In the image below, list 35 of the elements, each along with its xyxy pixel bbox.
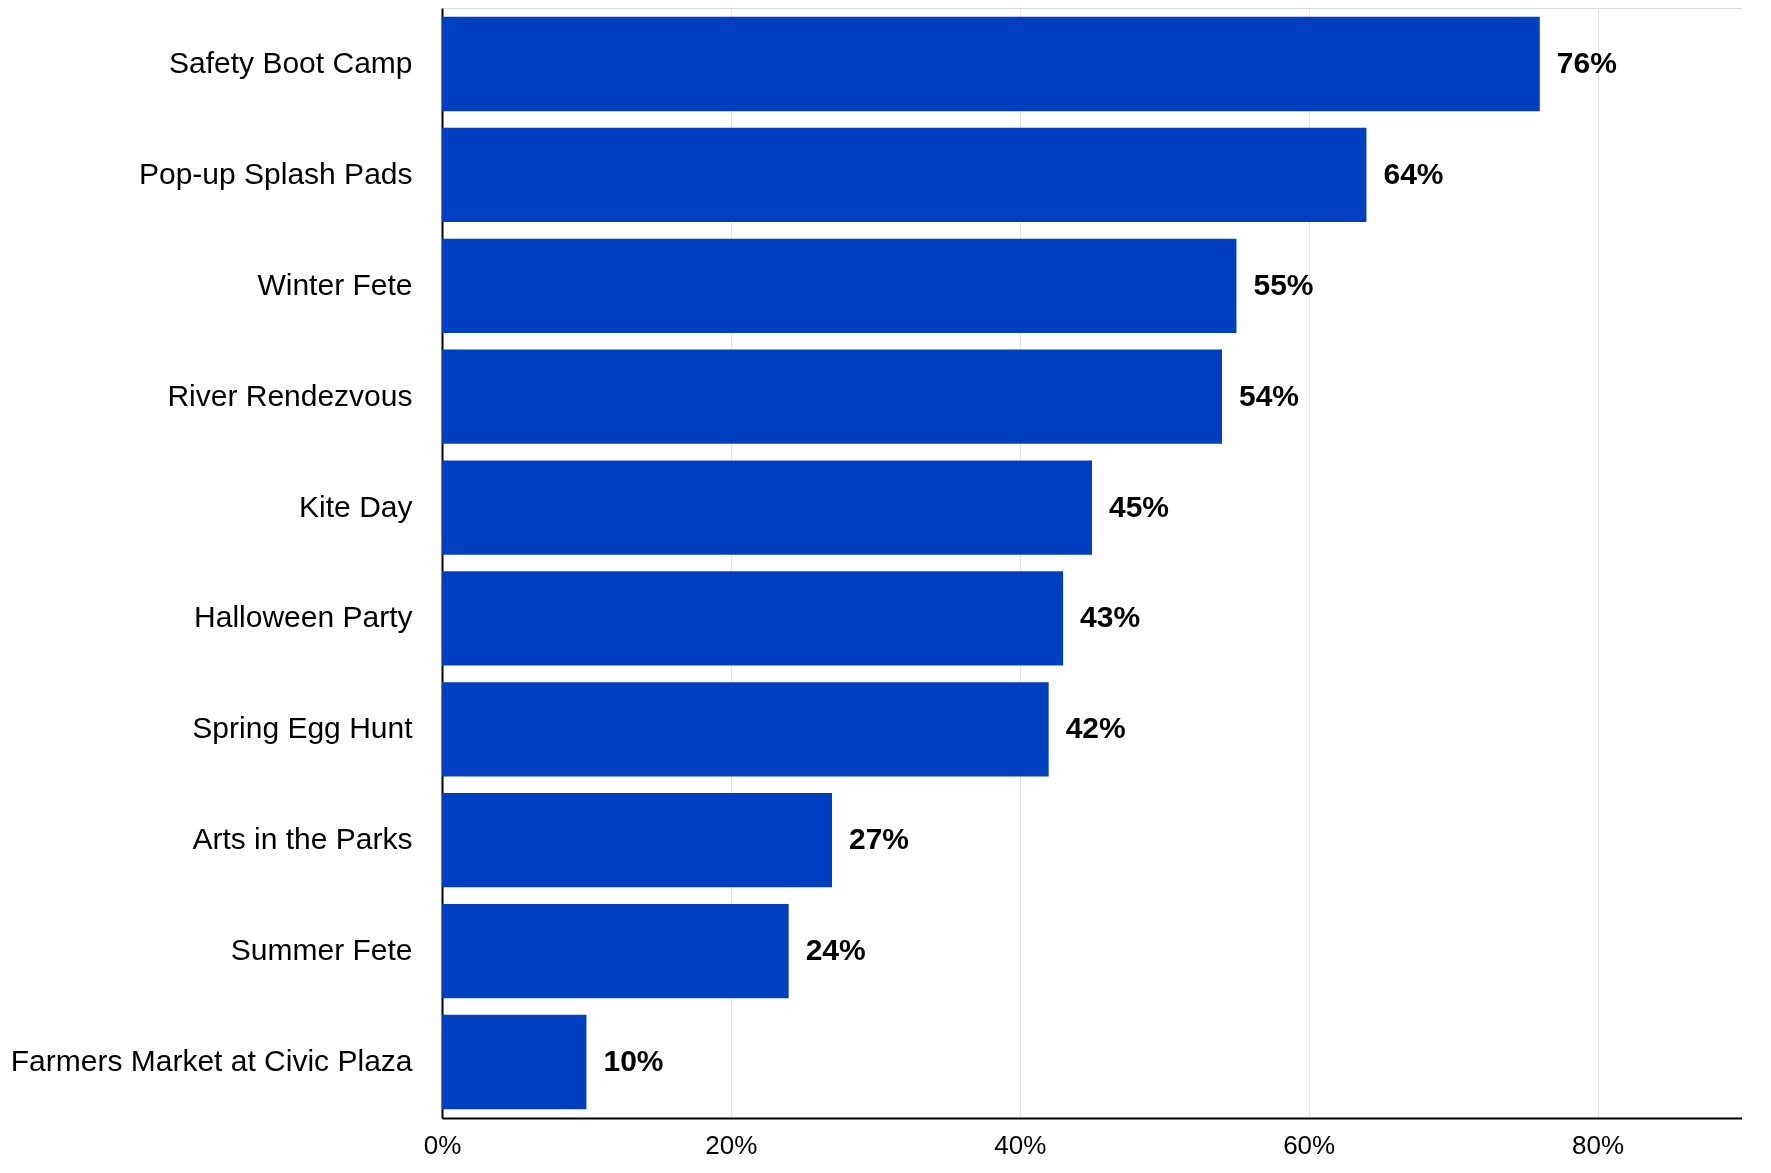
bar xyxy=(442,238,1237,333)
y-tick-label: Pop-up Splash Pads xyxy=(138,156,413,190)
y-tick-label: Farmers Market at Civic Plaza xyxy=(10,1044,413,1077)
bar xyxy=(442,16,1540,112)
bar xyxy=(442,460,1092,555)
bar xyxy=(442,1014,587,1110)
data-label: 27% xyxy=(849,822,910,856)
data-label: 10% xyxy=(603,1044,664,1077)
data-label: 43% xyxy=(1080,600,1141,634)
data-label: 54% xyxy=(1239,378,1300,412)
y-tick-label: Halloween Party xyxy=(194,600,413,634)
y-tick-label: Winter Fete xyxy=(257,267,413,301)
data-label: 55% xyxy=(1253,267,1314,301)
x-tick-label: 0% xyxy=(423,1129,462,1160)
data-label: 24% xyxy=(805,933,866,967)
data-label: 64% xyxy=(1383,156,1444,190)
x-tick-label: 40% xyxy=(994,1129,1047,1160)
data-label: 76% xyxy=(1556,46,1617,79)
y-tick-label: Summer Fete xyxy=(230,933,413,967)
bar xyxy=(442,682,1049,777)
bar xyxy=(442,127,1367,223)
bar xyxy=(442,903,789,999)
x-tick-label: 20% xyxy=(705,1129,758,1160)
bar xyxy=(442,349,1222,444)
data-label: 45% xyxy=(1109,489,1170,523)
bar xyxy=(442,793,832,888)
x-tick-label: 60% xyxy=(1283,1129,1336,1160)
bar xyxy=(442,571,1064,666)
y-tick-label: River Rendezvous xyxy=(167,378,413,412)
y-tick-label: Spring Egg Hunt xyxy=(192,711,414,745)
y-tick-label: Kite Day xyxy=(299,489,413,523)
x-tick-label: 80% xyxy=(1572,1129,1625,1160)
y-tick-label: Arts in the Parks xyxy=(192,822,413,856)
data-label: 42% xyxy=(1065,711,1126,745)
y-tick-label: Safety Boot Camp xyxy=(169,46,413,79)
